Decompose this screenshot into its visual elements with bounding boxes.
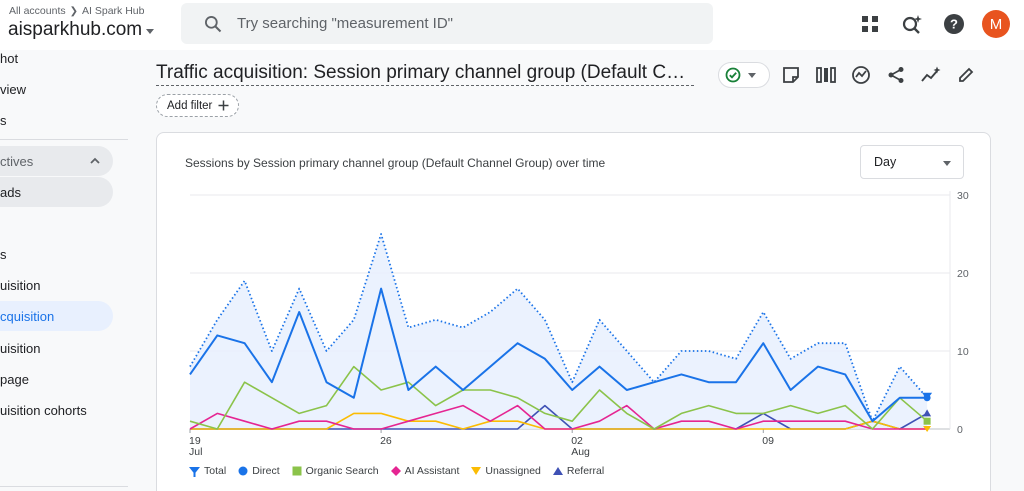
page-title[interactable]: Traffic acquisition: Session primary cha… <box>156 62 694 86</box>
add-filter-label: Add filter <box>167 99 213 112</box>
compare-icon[interactable] <box>813 62 838 87</box>
account-name: aisparkhub.com <box>8 19 143 40</box>
series-ai-line <box>189 404 928 430</box>
avatar[interactable]: M <box>982 10 1010 38</box>
sidebar-item-overview[interactable]: view <box>0 81 27 97</box>
sidebar-group-label: ctives <box>0 153 34 169</box>
sidebar-item-acquisition[interactable]: uisition <box>0 340 41 356</box>
chart-title: Sessions by Session primary channel grou… <box>185 156 606 170</box>
search-input[interactable] <box>237 15 637 32</box>
legend-label: Total <box>204 465 227 477</box>
sidebar-item-page[interactable]: page <box>0 371 29 387</box>
edit-pencil-icon[interactable] <box>953 62 978 87</box>
legend-label: Referral <box>566 465 605 477</box>
y-tick-label: 0 <box>957 424 963 436</box>
sidebar-item-s[interactable]: s <box>0 112 7 128</box>
apps-grid-icon[interactable] <box>856 10 884 38</box>
series-direct-line <box>189 287 928 423</box>
series-total-area <box>190 234 928 429</box>
sidebar-item-leads[interactable]: ads <box>0 177 113 207</box>
status-menu-button[interactable] <box>718 62 770 88</box>
legend-item-unassigned[interactable]: Unassigned <box>471 465 541 477</box>
legend-total-icon <box>189 466 200 477</box>
x-tick-label: 19 <box>189 435 201 447</box>
sidebar-divider-bottom <box>0 486 128 487</box>
legend-item-direct[interactable]: Direct <box>238 465 280 477</box>
legend-label: Unassigned <box>485 465 541 477</box>
y-tick-label: 10 <box>957 346 969 358</box>
trend-sparkle-icon[interactable] <box>918 62 943 87</box>
insights-icon[interactable] <box>848 62 873 87</box>
caret-down-icon <box>943 161 951 166</box>
x-tick-sublabel: Aug <box>571 446 590 458</box>
y-tick-label: 20 <box>957 268 969 280</box>
legend-organic-icon <box>292 466 302 476</box>
marker-direct <box>923 394 931 402</box>
check-circle-icon <box>725 67 741 83</box>
x-tick-label: 26 <box>380 435 392 447</box>
legend-item-total[interactable]: Total <box>189 465 226 477</box>
x-tick-sublabel: Jul <box>189 446 202 458</box>
svg-text:?: ? <box>950 17 958 32</box>
add-filter-button[interactable]: Add filter <box>156 94 240 117</box>
chart-card: Sessions by Session primary channel grou… <box>156 132 991 491</box>
caret-down-icon <box>748 72 756 78</box>
top-bar: All accounts ❯ AI Spark Hub aisparkhub.c… <box>0 0 1024 50</box>
legend-referral-icon <box>552 466 563 476</box>
sidebar-item-acquisition-cohorts[interactable]: uisition cohorts <box>0 402 87 418</box>
legend-label: AI Assistant <box>404 465 460 477</box>
y-tick-label: 30 <box>957 190 969 202</box>
legend-ai-icon <box>390 466 401 476</box>
breadcrumb-all-accounts[interactable]: All accounts <box>9 5 66 17</box>
legend-direct-icon <box>238 466 248 476</box>
chart-legend: Total Direct Organic Search AI Assistant Una… <box>189 465 604 477</box>
sidebar-item-traffic-acquisition[interactable]: cquisition <box>0 301 113 331</box>
search-icon <box>205 15 222 32</box>
account-selector[interactable]: aisparkhub.com <box>8 19 155 41</box>
plus-icon <box>218 100 229 111</box>
sidebar-item-snapshot[interactable]: hot <box>0 50 19 66</box>
granularity-select[interactable]: Day <box>860 145 964 179</box>
legend-item-referral[interactable]: Referral <box>552 465 605 477</box>
x-tick-label: 09 <box>762 435 774 447</box>
legend-unassigned-icon <box>471 466 482 476</box>
sidebar-item-s2[interactable]: s <box>0 246 7 262</box>
chevron-right-icon: ❯ <box>69 5 79 17</box>
legend-label: Organic Search <box>305 465 379 477</box>
search-bar[interactable] <box>181 3 713 44</box>
sidebar-group-objectives[interactable]: ctives <box>0 146 113 176</box>
breadcrumb-account[interactable]: AI Spark Hub <box>82 5 145 17</box>
marker-unassigned <box>923 426 932 432</box>
help-icon[interactable]: ? <box>940 10 968 38</box>
series-organic-line <box>189 365 928 430</box>
marker-referral <box>923 409 932 417</box>
legend-item-organic[interactable]: Organic Search <box>292 465 379 477</box>
sidebar-divider <box>0 139 128 140</box>
legend-label: Direct <box>252 465 280 477</box>
breadcrumb[interactable]: All accounts ❯ AI Spark Hub <box>9 5 144 17</box>
note-icon[interactable] <box>778 62 803 87</box>
marker-organic <box>923 417 931 425</box>
sidebar: hot view s ctives ads s uisition cquisit… <box>0 50 128 491</box>
x-tick-label: 02 <box>571 435 583 447</box>
series-total-line <box>189 233 928 423</box>
granularity-value: Day <box>874 155 897 169</box>
chevron-up-icon <box>90 157 100 164</box>
legend-item-ai[interactable]: AI Assistant <box>390 465 460 477</box>
caret-down-icon <box>146 29 155 34</box>
share-icon[interactable] <box>883 62 908 87</box>
sidebar-item-user-acquisition[interactable]: uisition <box>0 277 41 293</box>
search-insights-icon[interactable] <box>898 10 926 38</box>
